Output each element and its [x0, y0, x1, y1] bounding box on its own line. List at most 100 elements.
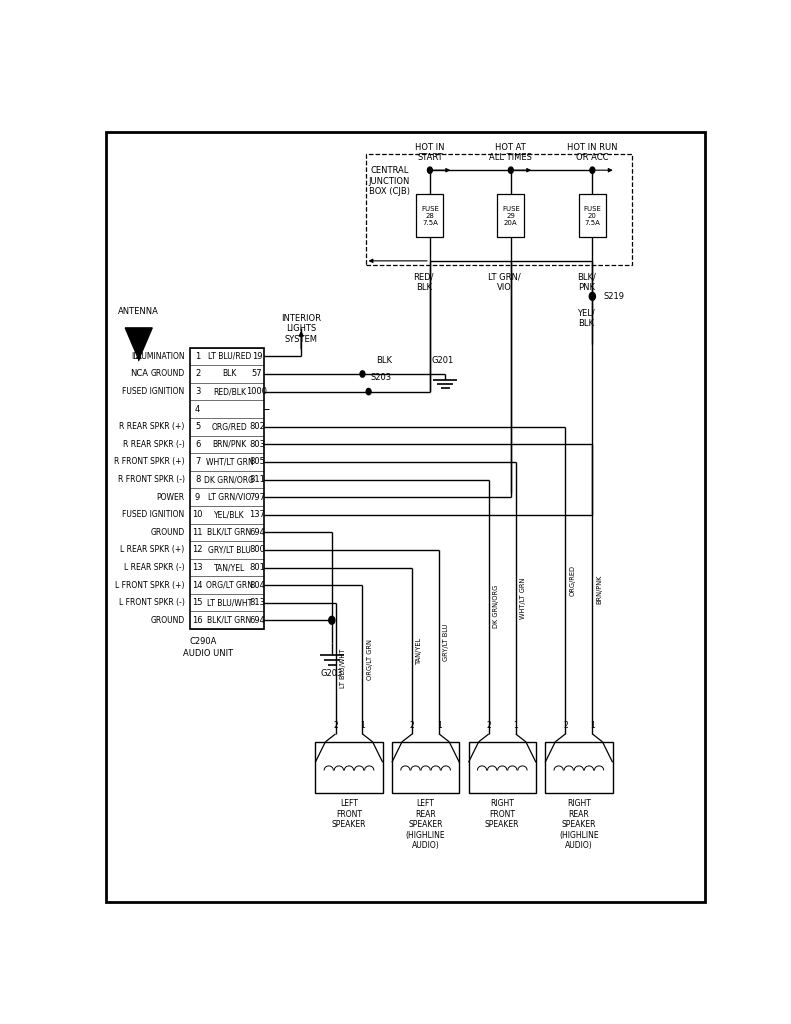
Text: 797: 797 [249, 493, 265, 502]
Text: L REAR SPKR (+): L REAR SPKR (+) [120, 546, 184, 554]
Text: 694: 694 [249, 527, 265, 537]
Text: LT BLU/WHT: LT BLU/WHT [206, 598, 252, 607]
Bar [316, 741, 383, 793]
Text: POWER: POWER [157, 493, 184, 502]
Text: ORG/RED: ORG/RED [211, 422, 248, 431]
Text: C290A: C290A [190, 637, 217, 646]
Text: YEL/
BLK: YEL/ BLK [577, 308, 595, 328]
Text: L REAR SPKR (-): L REAR SPKR (-) [124, 563, 184, 572]
Circle shape [427, 167, 433, 173]
Text: 805: 805 [249, 458, 265, 467]
Bar [365, 155, 632, 265]
Text: RED/
BLK: RED/ BLK [414, 272, 434, 292]
Text: FUSE
20
7.5A: FUSE 20 7.5A [584, 206, 601, 225]
Bar [416, 194, 444, 238]
Text: BLK: BLK [376, 355, 392, 365]
Text: RIGHT
FRONT
SPEAKER: RIGHT FRONT SPEAKER [485, 800, 520, 829]
Text: 3: 3 [195, 387, 200, 396]
Text: 13: 13 [192, 563, 202, 572]
Text: 57: 57 [252, 370, 263, 379]
Circle shape [360, 371, 365, 377]
Bar [579, 194, 606, 238]
Text: 4: 4 [195, 404, 200, 414]
Text: YEL/BLK: YEL/BLK [214, 510, 244, 519]
Circle shape [366, 388, 371, 394]
Text: ORG/LT GRN: ORG/LT GRN [367, 639, 373, 680]
Text: 2: 2 [486, 721, 491, 730]
Text: RIGHT
REAR
SPEAKER
(HIGHLINE
AUDIO): RIGHT REAR SPEAKER (HIGHLINE AUDIO) [559, 800, 599, 850]
Text: FUSE
29
20A: FUSE 29 20A [502, 206, 520, 225]
Text: 1000: 1000 [247, 387, 267, 396]
Text: LT BLU/RED: LT BLU/RED [208, 352, 251, 360]
Circle shape [509, 167, 513, 173]
Text: TAN/YEL: TAN/YEL [214, 563, 245, 572]
Text: ORG/LT GRN: ORG/LT GRN [206, 581, 253, 590]
Text: HOT IN RUN
OR ACC: HOT IN RUN OR ACC [567, 142, 618, 162]
Text: 11: 11 [192, 527, 202, 537]
Text: 16: 16 [192, 615, 202, 625]
Text: R FRONT SPKR (+): R FRONT SPKR (+) [114, 458, 184, 467]
Text: LT BLU/WHT: LT BLU/WHT [340, 648, 346, 688]
Text: 2: 2 [563, 721, 568, 730]
Text: 2: 2 [333, 721, 338, 730]
Text: LT GRN/
VIO: LT GRN/ VIO [488, 272, 521, 292]
Text: 137: 137 [249, 510, 265, 519]
Text: 802: 802 [249, 422, 265, 431]
Text: G203: G203 [320, 669, 343, 678]
Text: GRY/LT BLU: GRY/LT BLU [208, 546, 251, 554]
Text: GROUND: GROUND [150, 527, 184, 537]
Text: HOT AT
ALL TIMES: HOT AT ALL TIMES [490, 142, 532, 162]
Text: BLK/LT GRN: BLK/LT GRN [207, 527, 252, 537]
Text: 2: 2 [195, 370, 200, 379]
Bar [392, 741, 460, 793]
Text: 10: 10 [192, 510, 202, 519]
Text: GROUND: GROUND [150, 370, 184, 379]
Text: FUSE
28
7.5A: FUSE 28 7.5A [421, 206, 439, 225]
Text: AUDIO UNIT: AUDIO UNIT [184, 649, 233, 657]
Text: 15: 15 [192, 598, 202, 607]
Text: 813: 813 [249, 598, 265, 607]
Text: 803: 803 [249, 440, 265, 449]
Text: GRY/LT BLU: GRY/LT BLU [444, 624, 449, 660]
Text: 9: 9 [195, 493, 200, 502]
Text: S203: S203 [370, 373, 392, 382]
Text: 6: 6 [195, 440, 200, 449]
Text: INTERIOR
LIGHTS
SYSTEM: INTERIOR LIGHTS SYSTEM [281, 313, 321, 344]
Bar [190, 347, 264, 629]
Text: BRN/PNK: BRN/PNK [212, 440, 247, 449]
Text: R FRONT SPKR (-): R FRONT SPKR (-) [118, 475, 184, 484]
Text: L FRONT SPKR (-): L FRONT SPKR (-) [119, 598, 184, 607]
Text: FUSED IGNITION: FUSED IGNITION [123, 510, 184, 519]
Text: DK GRN/ORG: DK GRN/ORG [204, 475, 255, 484]
Text: LEFT
REAR
SPEAKER
(HIGHLINE
AUDIO): LEFT REAR SPEAKER (HIGHLINE AUDIO) [406, 800, 445, 850]
Text: TAN/YEL: TAN/YEL [416, 637, 422, 665]
Bar [498, 194, 524, 238]
Text: S219: S219 [604, 292, 624, 301]
Text: CENTRAL
JUNCTION
BOX (CJB): CENTRAL JUNCTION BOX (CJB) [369, 166, 410, 196]
Text: 811: 811 [249, 475, 265, 484]
Text: ANTENNA: ANTENNA [119, 307, 159, 316]
Text: BLK/
PNK: BLK/ PNK [577, 272, 596, 292]
Text: 1: 1 [590, 721, 595, 730]
Text: DK GRN/ORG: DK GRN/ORG [493, 585, 499, 629]
Text: 800: 800 [249, 546, 265, 554]
Text: 5: 5 [195, 422, 200, 431]
Text: ORG/RED: ORG/RED [570, 565, 576, 596]
Text: 7: 7 [195, 458, 200, 467]
Text: LT GRN/VIO: LT GRN/VIO [208, 493, 251, 502]
Polygon shape [125, 328, 152, 359]
Text: HOT IN
START: HOT IN START [415, 142, 445, 162]
Text: R REAR SPKR (-): R REAR SPKR (-) [123, 440, 184, 449]
Bar [545, 741, 612, 793]
Text: LEFT
FRONT
SPEAKER: LEFT FRONT SPEAKER [331, 800, 366, 829]
Circle shape [590, 167, 595, 173]
Text: 694: 694 [249, 615, 265, 625]
Text: FUSED IGNITION: FUSED IGNITION [123, 387, 184, 396]
Text: 12: 12 [192, 546, 202, 554]
Text: RED/BLK: RED/BLK [213, 387, 246, 396]
Text: 14: 14 [192, 581, 202, 590]
Text: WHT/LT GRN: WHT/LT GRN [206, 458, 253, 467]
Text: R REAR SPKR (+): R REAR SPKR (+) [119, 422, 184, 431]
Text: WHT/LT GRN: WHT/LT GRN [520, 578, 526, 618]
Text: 801: 801 [249, 563, 265, 572]
